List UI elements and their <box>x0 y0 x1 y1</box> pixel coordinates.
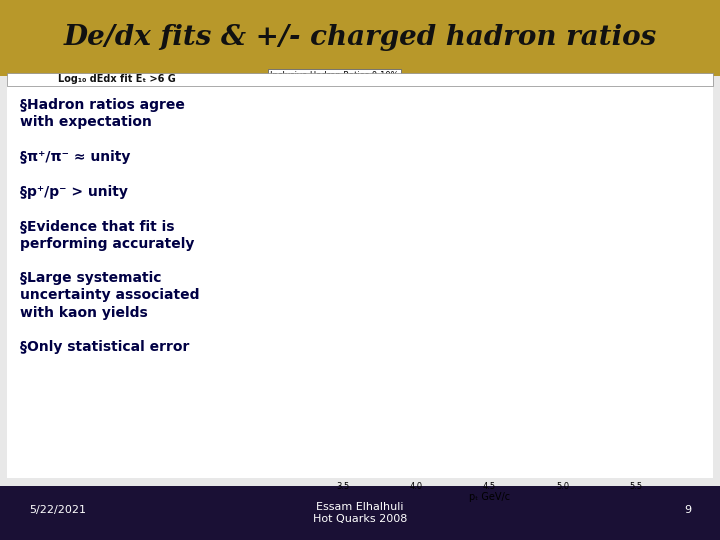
Text: Inclusive Hadron Ratios 0-10%: Inclusive Hadron Ratios 0-10% <box>270 71 399 80</box>
Text: Inclusive Hadron Ratios 40-80%: Inclusive Hadron Ratios 40-80% <box>270 271 404 280</box>
Text: 40-80%: 40-80% <box>454 287 501 296</box>
Y-axis label: h⁺/h⁻: h⁺/h⁻ <box>235 362 245 392</box>
Text: §Hadron ratios agree
with expectation

§π⁺/π⁻ ≈ unity

§p⁺/p⁻ > unity

§Evidence: §Hadron ratios agree with expectation §π… <box>19 98 199 354</box>
Text: STAR Preliminary: STAR Preliminary <box>477 327 608 341</box>
Legend: p⁺/p⁻, k⁺/k⁻, π⁺/π⁻: p⁺/p⁻, k⁺/k⁻, π⁺/π⁻ <box>275 286 320 327</box>
Text: De/dx fits & +/- charged hadron ratios: De/dx fits & +/- charged hadron ratios <box>63 24 657 51</box>
Text: 9: 9 <box>684 505 691 515</box>
X-axis label: pₜ GeV/c: pₜ GeV/c <box>469 292 510 302</box>
Text: 5/22/2021: 5/22/2021 <box>29 505 86 515</box>
Text: Essam Elhalhuli
Hot Quarks 2008: Essam Elhalhuli Hot Quarks 2008 <box>312 502 408 524</box>
Text: Log₁₀ dEdx fit Eₜ >6 G: Log₁₀ dEdx fit Eₜ >6 G <box>58 75 176 84</box>
Y-axis label: h⁺/h⁻: h⁺/h⁻ <box>235 162 245 192</box>
X-axis label: pₜ GeV/c: pₜ GeV/c <box>469 492 510 502</box>
Legend: p⁺/p⁻, k⁺/k⁻, π⁺/π⁻: p⁺/p⁻, k⁺/k⁻, π⁺/π⁻ <box>275 86 320 127</box>
Text: 0-10%: 0-10% <box>454 87 493 97</box>
